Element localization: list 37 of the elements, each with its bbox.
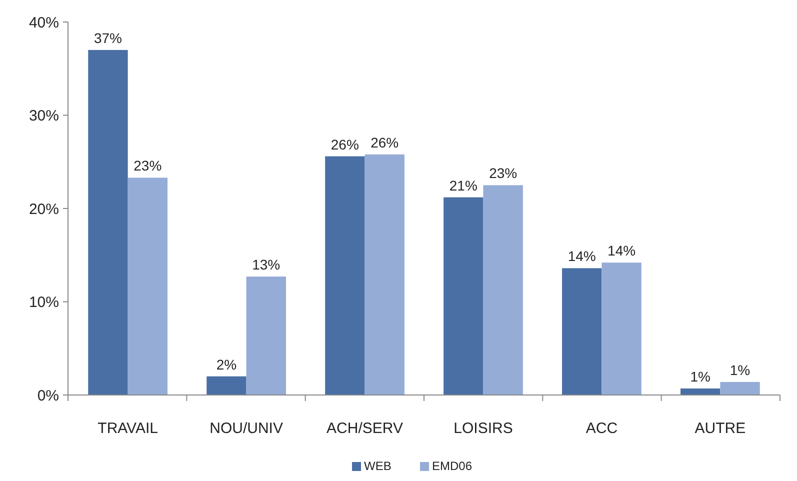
data-label: 14%	[568, 248, 596, 264]
x-tick-label: TRAVAIL	[98, 420, 158, 437]
y-tick-label: 20%	[28, 200, 59, 218]
legend-label: WEB	[364, 459, 392, 473]
x-tick-label: ACC	[586, 420, 618, 437]
bar	[246, 276, 286, 395]
bar	[325, 156, 365, 395]
data-label: 21%	[449, 177, 478, 194]
bar	[128, 178, 168, 395]
bar	[720, 382, 760, 395]
bar	[680, 388, 720, 395]
data-label: 26%	[330, 136, 359, 152]
y-tick-label: 40%	[28, 14, 59, 32]
data-label: 13%	[252, 256, 280, 273]
bar	[364, 154, 404, 395]
bar	[88, 50, 128, 395]
bar	[444, 197, 484, 395]
data-label: 26%	[370, 134, 399, 150]
y-tick-label: 0%	[37, 387, 59, 404]
bar	[602, 262, 642, 395]
data-label: 14%	[608, 242, 636, 259]
data-label: 2%	[216, 356, 237, 372]
legend-label: EMD06	[432, 459, 472, 473]
data-label: 1%	[730, 362, 750, 378]
x-tick-label: ACH/SERV	[326, 420, 403, 437]
x-tick-label: NOU/UNIV	[210, 420, 283, 437]
data-label: 1%	[690, 368, 710, 384]
bar	[562, 268, 602, 395]
y-tick-label: 30%	[28, 108, 59, 124]
bar	[483, 185, 523, 395]
x-tick-label: AUTRE	[694, 420, 746, 437]
bar	[206, 376, 246, 395]
data-label: 23%	[134, 158, 162, 174]
data-label: 37%	[94, 30, 122, 46]
x-tick-label: LOISIRS	[454, 420, 513, 437]
y-tick-label: 10%	[28, 294, 59, 311]
data-label: 23%	[489, 165, 518, 182]
